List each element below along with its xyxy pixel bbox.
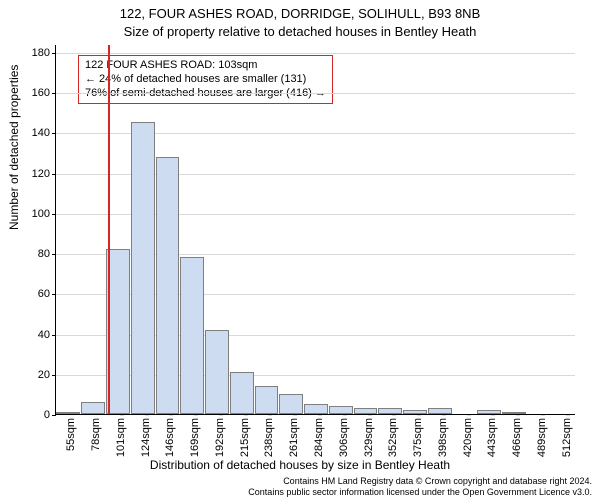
histogram-bar — [304, 404, 328, 414]
x-tick-label: 489sqm — [536, 414, 548, 457]
x-tick-label: 78sqm — [90, 414, 102, 451]
x-tick-label: 215sqm — [239, 414, 251, 457]
y-tick-label: 140 — [32, 127, 56, 139]
histogram-bar — [156, 157, 180, 414]
annotation-line: 122 FOUR ASHES ROAD: 103sqm — [85, 59, 326, 73]
annotation-line: ← 24% of detached houses are smaller (13… — [85, 73, 326, 87]
x-tick-label: 420sqm — [462, 414, 474, 457]
y-tick-label: 20 — [38, 369, 56, 381]
y-tick-label: 0 — [44, 409, 56, 421]
histogram-bar — [329, 406, 353, 414]
histogram-bar — [255, 386, 279, 414]
x-tick-label: 443sqm — [486, 414, 498, 457]
x-tick-label: 169sqm — [189, 414, 201, 457]
gridline — [56, 53, 575, 54]
x-tick-label: 124sqm — [140, 414, 152, 457]
y-tick-label: 120 — [32, 168, 56, 180]
x-tick-label: 512sqm — [561, 414, 573, 457]
histogram-bar — [180, 257, 204, 414]
footer-line-2: Contains public sector information licen… — [248, 487, 592, 498]
x-tick-label: 329sqm — [363, 414, 375, 457]
histogram-bar — [230, 372, 254, 414]
annotation-box: 122 FOUR ASHES ROAD: 103sqm← 24% of deta… — [78, 55, 333, 104]
x-tick-label: 101sqm — [115, 414, 127, 457]
chart-title-main: 122, FOUR ASHES ROAD, DORRIDGE, SOLIHULL… — [0, 6, 600, 21]
x-tick-label: 192sqm — [214, 414, 226, 457]
x-tick-label: 306sqm — [338, 414, 350, 457]
x-tick-label: 261sqm — [288, 414, 300, 457]
histogram-bar — [81, 402, 105, 414]
x-tick-label: 55sqm — [65, 414, 77, 451]
histogram-bar — [131, 122, 155, 414]
y-tick-label: 160 — [32, 87, 56, 99]
chart-container: 122, FOUR ASHES ROAD, DORRIDGE, SOLIHULL… — [0, 0, 600, 500]
footer-line-1: Contains HM Land Registry data © Crown c… — [248, 476, 592, 487]
x-tick-label: 352sqm — [387, 414, 399, 457]
histogram-bar — [279, 394, 303, 414]
x-tick-label: 466sqm — [511, 414, 523, 457]
x-tick-label: 375sqm — [412, 414, 424, 457]
x-tick-label: 146sqm — [164, 414, 176, 457]
y-tick-label: 180 — [32, 47, 56, 59]
y-tick-label: 40 — [38, 329, 56, 341]
y-tick-label: 80 — [38, 248, 56, 260]
marker-line — [108, 45, 110, 414]
x-tick-label: 238sqm — [263, 414, 275, 457]
y-tick-label: 60 — [38, 288, 56, 300]
histogram-bar — [205, 330, 229, 414]
x-axis-label: Distribution of detached houses by size … — [0, 458, 600, 472]
x-tick-label: 284sqm — [313, 414, 325, 457]
x-tick-label: 398sqm — [437, 414, 449, 457]
chart-title-sub: Size of property relative to detached ho… — [0, 24, 600, 39]
plot-area: 122 FOUR ASHES ROAD: 103sqm← 24% of deta… — [55, 45, 575, 415]
footer-attribution: Contains HM Land Registry data © Crown c… — [248, 476, 592, 498]
y-axis-label: Number of detached properties — [7, 65, 21, 230]
gridline — [56, 93, 575, 94]
y-tick-label: 100 — [32, 208, 56, 220]
